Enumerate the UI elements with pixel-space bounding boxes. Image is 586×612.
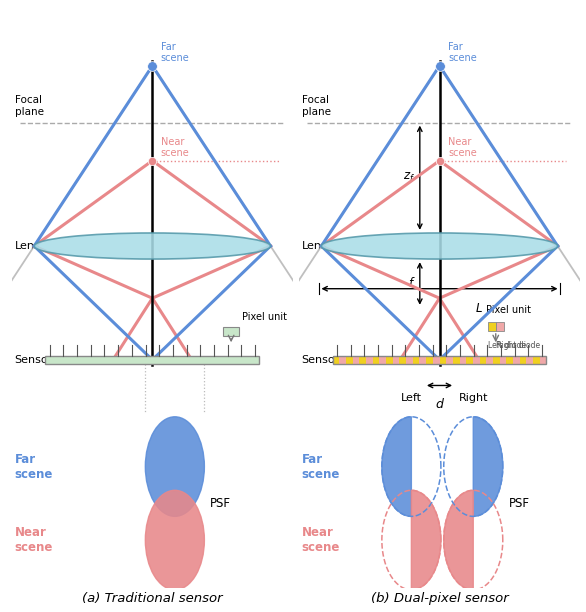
Polygon shape	[382, 417, 411, 517]
Text: PSF: PSF	[210, 497, 231, 510]
Bar	[393, 356, 400, 364]
Bar	[333, 356, 339, 364]
Bar	[353, 356, 359, 364]
Text: (b) Dual-pixel sensor: (b) Dual-pixel sensor	[370, 592, 509, 605]
Text: Far
scene: Far scene	[15, 452, 53, 480]
Text: PSF: PSF	[509, 497, 529, 510]
Circle shape	[145, 490, 205, 590]
Text: Near
scene: Near scene	[161, 136, 189, 159]
Text: (a) Traditional sensor: (a) Traditional sensor	[82, 592, 223, 605]
Text: Lens: Lens	[302, 241, 328, 251]
Text: Right: Right	[458, 393, 488, 403]
Text: $L$: $L$	[475, 302, 483, 315]
Text: $z_f$: $z_f$	[403, 171, 415, 184]
Bar	[359, 356, 366, 364]
Bar	[459, 356, 466, 364]
Text: Far
scene: Far scene	[448, 42, 476, 64]
Bar	[366, 356, 373, 364]
Bar	[446, 356, 453, 364]
Bar	[466, 356, 473, 364]
Bar	[379, 356, 386, 364]
Bar	[453, 356, 459, 364]
Bar	[420, 356, 426, 364]
Circle shape	[145, 417, 205, 517]
Text: Near
scene: Near scene	[448, 136, 476, 159]
Bar	[473, 356, 479, 364]
Bar	[46, 356, 259, 364]
Bar	[479, 356, 486, 364]
Bar	[413, 356, 420, 364]
Text: Left: Left	[401, 393, 422, 403]
Text: Pixel unit: Pixel unit	[241, 312, 287, 322]
Bar	[488, 323, 496, 331]
Bar	[339, 356, 346, 364]
Bar	[500, 356, 506, 364]
Text: Sensor: Sensor	[302, 355, 340, 365]
Text: Focal
plane: Focal plane	[302, 95, 331, 117]
Bar	[533, 356, 540, 364]
Bar	[386, 356, 393, 364]
Bar	[426, 356, 433, 364]
Bar	[433, 356, 440, 364]
Text: Right diode: Right diode	[496, 341, 540, 350]
Text: Sensor: Sensor	[15, 355, 53, 365]
Bar	[496, 323, 503, 331]
Bar	[346, 356, 353, 364]
Bar	[223, 327, 239, 335]
Ellipse shape	[34, 233, 271, 259]
Bar	[506, 356, 513, 364]
Ellipse shape	[321, 233, 558, 259]
Bar	[526, 356, 533, 364]
Text: $f$: $f$	[408, 277, 415, 291]
Bar	[333, 356, 546, 364]
Text: $d$: $d$	[434, 397, 445, 411]
Bar	[540, 356, 546, 364]
Bar	[373, 356, 379, 364]
Bar	[520, 356, 526, 364]
Polygon shape	[444, 490, 473, 590]
Text: Far
scene: Far scene	[161, 42, 189, 64]
Text: Near
scene: Near scene	[302, 526, 340, 554]
Text: Far
scene: Far scene	[302, 452, 340, 480]
Polygon shape	[411, 490, 441, 590]
Polygon shape	[473, 417, 503, 517]
Text: Near
scene: Near scene	[15, 526, 53, 554]
Text: Focal
plane: Focal plane	[15, 95, 43, 117]
Bar	[400, 356, 406, 364]
Bar	[486, 356, 493, 364]
Text: Left diode: Left diode	[488, 341, 526, 350]
Bar	[440, 356, 446, 364]
Bar	[513, 356, 520, 364]
Text: Pixel unit: Pixel unit	[486, 305, 532, 315]
Bar	[406, 356, 413, 364]
Text: Lens: Lens	[15, 241, 40, 251]
Bar	[493, 356, 500, 364]
